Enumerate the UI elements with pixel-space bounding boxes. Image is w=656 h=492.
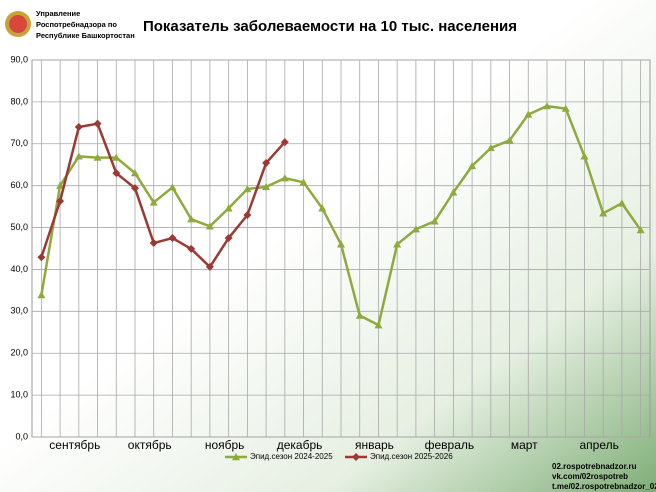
y-tick-label: 50,0 — [10, 222, 28, 232]
y-tick-label: 70,0 — [10, 138, 28, 148]
marker — [355, 311, 364, 319]
footer-link: t.me/02.rospotrebnadzor_02 — [552, 482, 656, 491]
marker — [280, 138, 289, 147]
marker — [505, 136, 514, 144]
marker — [411, 225, 420, 233]
x-tick-label: январь — [355, 438, 394, 452]
x-tick-label: октябрь — [128, 438, 172, 452]
org-line: Роспотребнадзора по — [36, 20, 117, 29]
x-tick-label: сентябрь — [49, 438, 100, 452]
y-tick-label: 90,0 — [10, 54, 28, 64]
marker — [74, 123, 83, 132]
x-tick-label: декабрь — [277, 438, 323, 452]
marker — [280, 174, 289, 182]
marker — [74, 152, 83, 160]
marker — [205, 262, 214, 271]
y-tick-label: 30,0 — [10, 306, 28, 316]
marker — [561, 104, 570, 112]
legend-marker — [232, 453, 240, 461]
marker — [337, 240, 345, 248]
y-tick-label: 40,0 — [10, 264, 28, 274]
marker — [486, 143, 495, 152]
marker — [299, 178, 308, 186]
legend-label: Эпид.сезон 2024-2025 — [250, 452, 333, 461]
marker — [187, 244, 196, 253]
marker — [37, 290, 46, 299]
org-line: Управление — [36, 9, 80, 18]
y-tick-label: 0,0 — [15, 431, 28, 441]
marker — [93, 119, 102, 128]
legend-label: Эпид.сезон 2025-2026 — [370, 452, 453, 461]
marker — [56, 197, 65, 206]
y-tick-label: 20,0 — [10, 348, 28, 358]
marker — [318, 204, 327, 212]
legend-marker — [352, 453, 360, 461]
marker — [205, 222, 214, 230]
marker — [112, 153, 121, 161]
marker — [580, 152, 589, 160]
x-tick-label: март — [511, 438, 538, 452]
marker — [524, 110, 533, 118]
y-tick-label: 80,0 — [10, 96, 28, 106]
footer-link: vk.com/02rospotreb — [552, 472, 628, 481]
marker — [168, 234, 177, 243]
marker — [262, 182, 271, 191]
marker — [243, 210, 252, 219]
marker — [112, 169, 121, 178]
marker — [56, 181, 65, 189]
footer-link: 02.rospotrebnadzor.ru — [552, 462, 637, 471]
marker — [224, 204, 233, 212]
marker — [149, 198, 158, 206]
org-line: Республике Башкортостан — [36, 31, 135, 40]
logo — [5, 11, 31, 37]
y-tick-label: 10,0 — [10, 389, 28, 399]
marker — [543, 102, 551, 110]
x-tick-label: февраль — [425, 438, 475, 452]
marker — [243, 185, 252, 193]
marker — [468, 161, 477, 170]
marker — [37, 253, 46, 262]
marker — [599, 209, 608, 217]
y-tick-label: 60,0 — [10, 180, 28, 190]
marker — [374, 321, 383, 329]
marker — [636, 226, 645, 234]
marker — [224, 234, 233, 243]
marker — [131, 184, 139, 193]
x-tick-label: ноябрь — [205, 438, 245, 452]
marker — [187, 215, 196, 223]
marker — [168, 183, 177, 191]
marker — [393, 240, 402, 248]
marker — [93, 153, 102, 161]
marker — [131, 169, 139, 177]
marker — [617, 199, 626, 207]
chart-title: Показатель заболеваемости на 10 тыс. нас… — [143, 18, 517, 35]
marker — [262, 159, 271, 168]
marker — [149, 239, 158, 248]
marker — [449, 188, 458, 196]
x-tick-label: апрель — [579, 438, 618, 452]
marker — [430, 217, 439, 225]
